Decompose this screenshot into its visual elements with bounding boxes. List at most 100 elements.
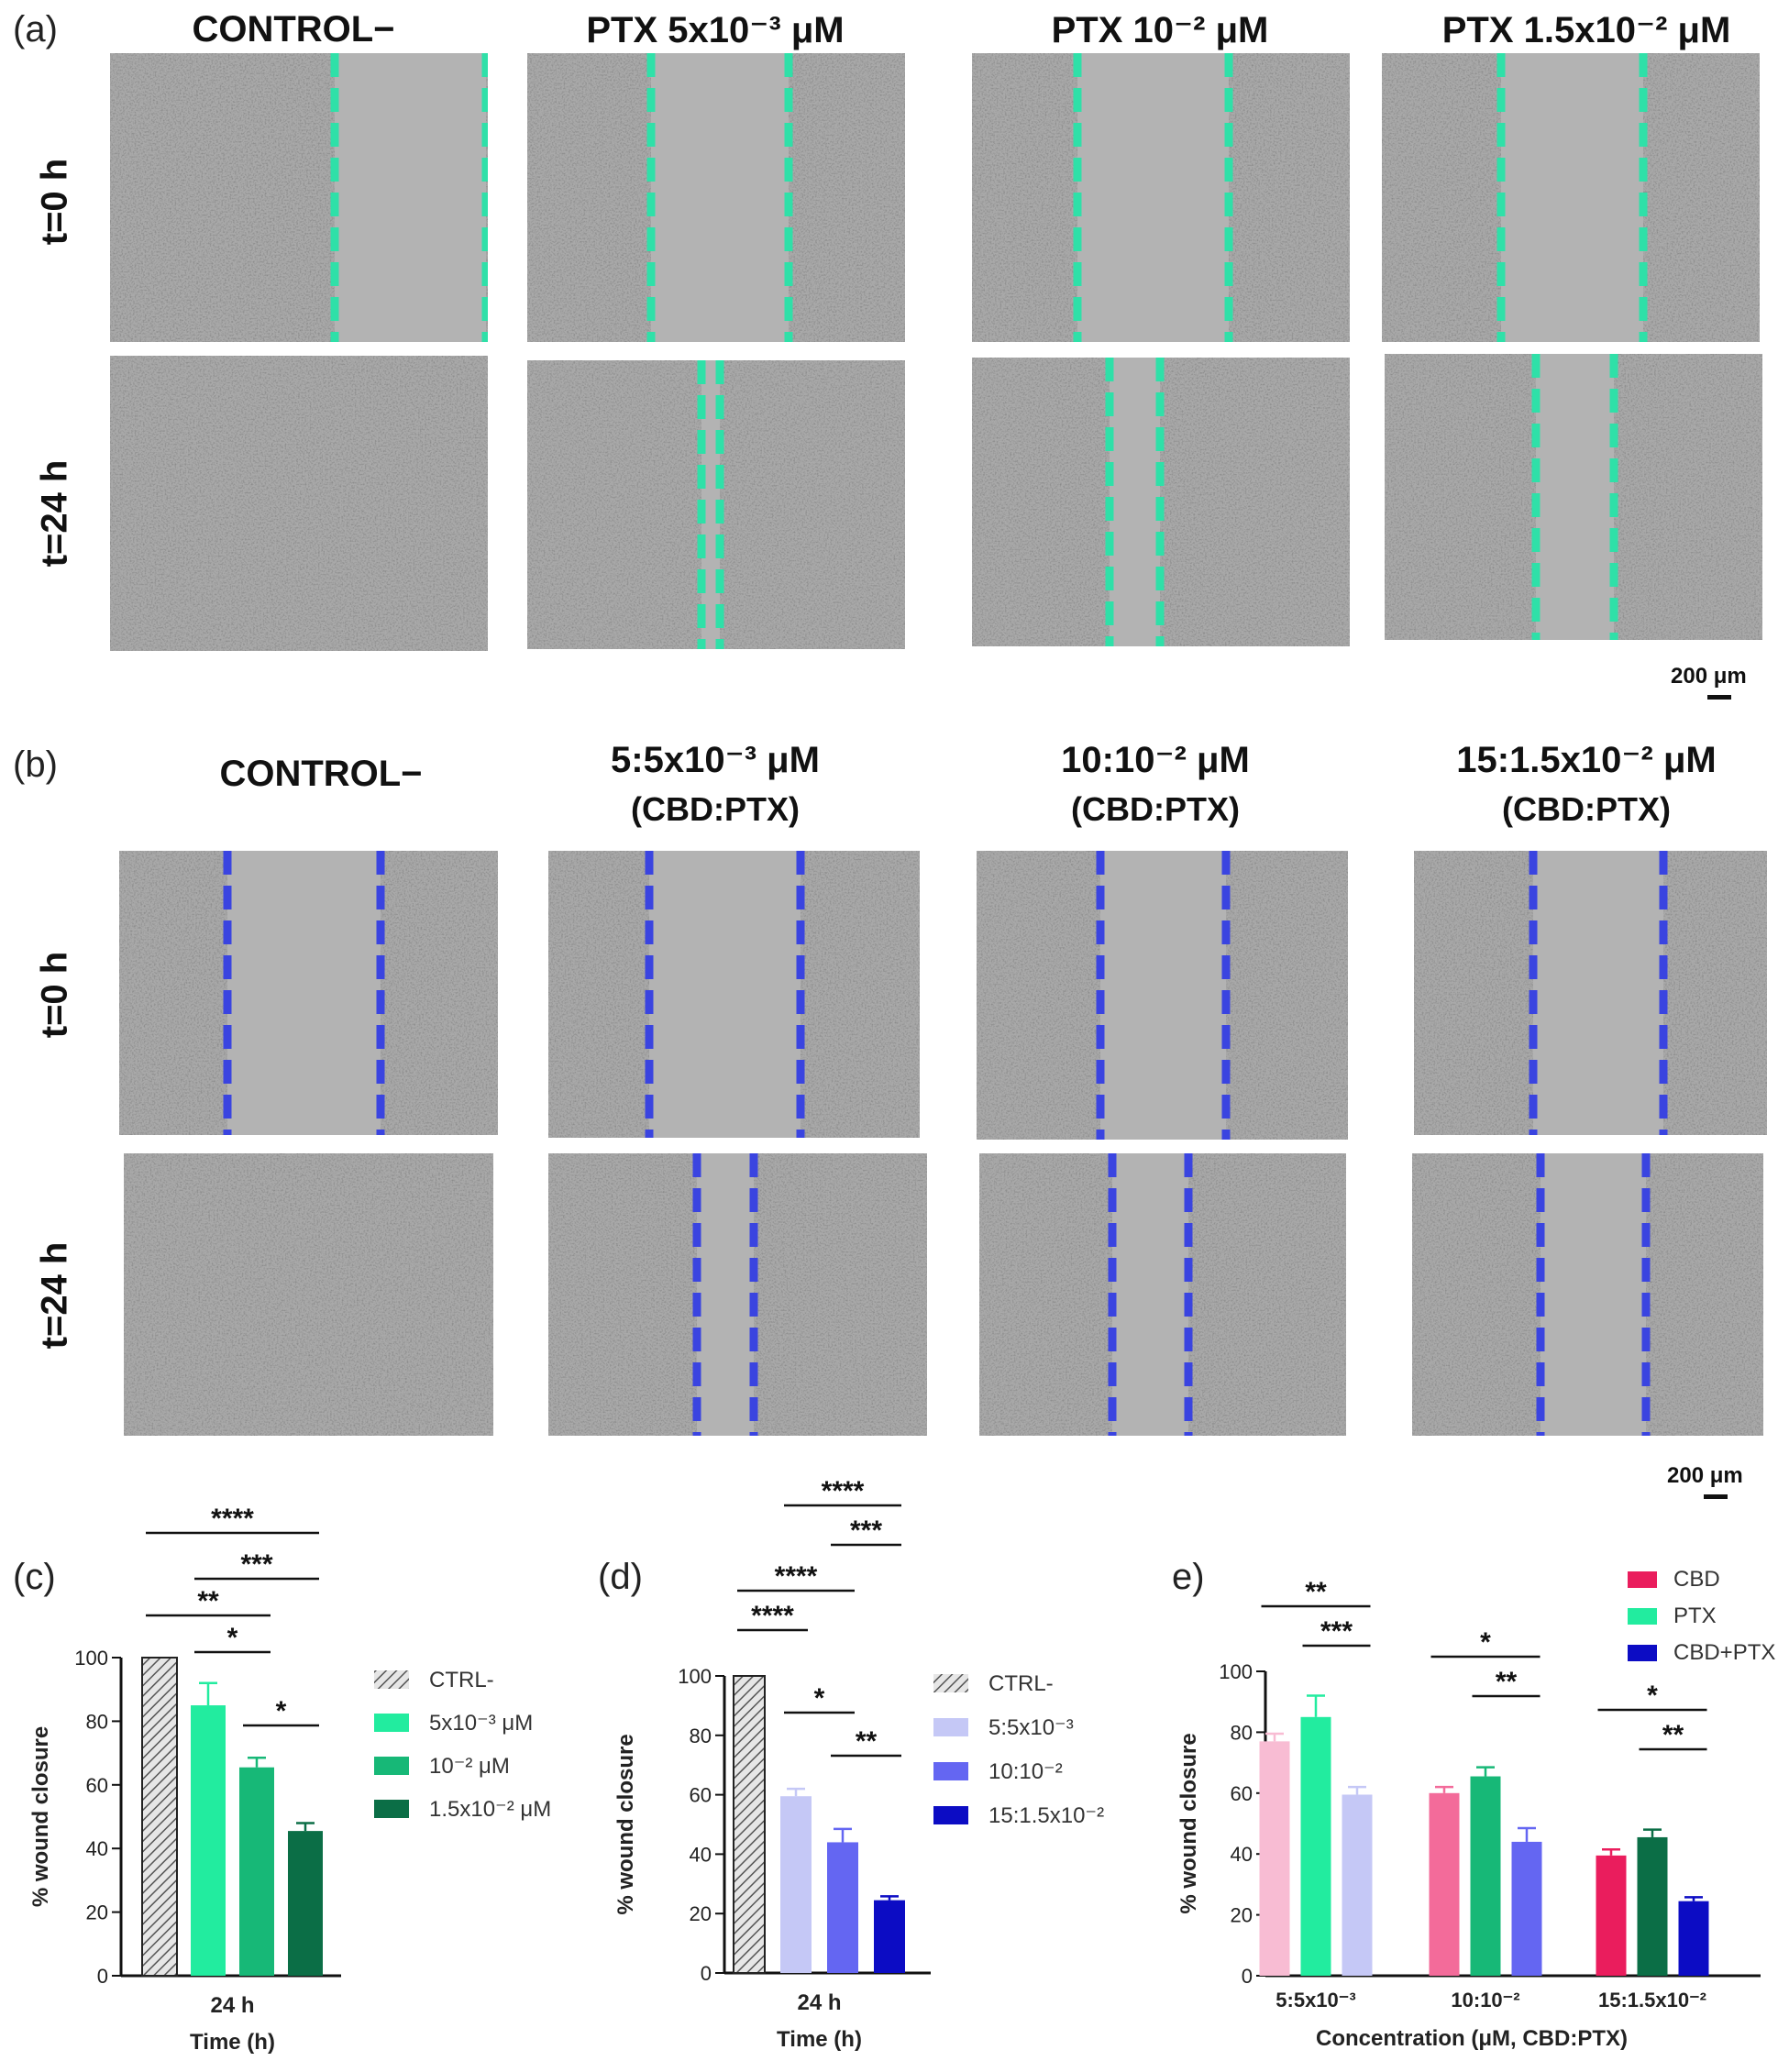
- chart-c-legend-swatch-0: [374, 1670, 409, 1689]
- y-tick-label: 20: [690, 1902, 712, 1925]
- chart-e-legend-label-1: PTX: [1673, 1604, 1717, 1628]
- chart-c-legend-swatch-1: [374, 1714, 409, 1732]
- micrograph-a-ptx-1.5e-2-0h: [1382, 53, 1760, 342]
- y-tick-label: 0: [1242, 1965, 1253, 1988]
- panel-b-scale-bar: [1704, 1494, 1728, 1499]
- chart-e-bar-1-0: [1429, 1792, 1460, 1976]
- chart-e-legend-swatch-2: [1628, 1645, 1657, 1661]
- chart-e-sig-2-1-sig-label: **: [1662, 1720, 1684, 1750]
- chart-c-bar-3: [288, 1831, 323, 1976]
- y-tick-label: 80: [690, 1725, 712, 1747]
- panel-a-scale-bar: [1707, 695, 1731, 700]
- panel-b-row-label-0h: t=0 h: [34, 951, 75, 1039]
- chart-e-legend-swatch-1: [1628, 1608, 1657, 1625]
- chart-e-sig-1-1-sig-label: **: [1496, 1667, 1518, 1697]
- chart-e-sig-1-0-sig-label: *: [1480, 1627, 1491, 1658]
- y-tick-label: 80: [1231, 1721, 1253, 1744]
- micrograph-a-control-24h: [110, 356, 488, 651]
- panel-c-letter: (c): [13, 1557, 56, 1597]
- panel-a-letter: (a): [13, 9, 58, 50]
- chart-c-bar-0: [141, 1657, 178, 1977]
- chart-e-xlabel: Concentration (μM, CBD:PTX): [1316, 2026, 1628, 2051]
- panel-a-col-title-ptx-5e-3: PTX 5x10⁻³ μM: [586, 10, 845, 50]
- chart-d-legend-swatch-0: [933, 1674, 968, 1692]
- chart-c-legend-label-1: 5x10⁻³ μM: [429, 1711, 533, 1736]
- panel-b-col-subtitle-5-5e-3: (CBD:PTX): [631, 790, 800, 828]
- chart-d-bar-0: [733, 1675, 766, 1974]
- chart-e-bar-2-0: [1596, 1855, 1627, 1976]
- scratch-gap: [649, 851, 801, 1138]
- chart-d-sig-4-sig-label: *: [814, 1683, 825, 1714]
- chart-c-bar-3-error: [296, 1822, 315, 1832]
- panel-a-scale-bar-label: 200 μm: [1671, 664, 1747, 689]
- panel-a-row-label-0h: t=0 h: [34, 158, 75, 246]
- micrograph-a-ptx-1.5e-2-24h: [1385, 354, 1762, 640]
- chart-c-bar-1-error: [199, 1681, 217, 1706]
- panel-b-scale-bar-label: 200 μm: [1667, 1463, 1743, 1488]
- chart-d-sig-2-sig-label: ****: [775, 1561, 818, 1592]
- chart-d-legend-label-3: 15:1.5x10⁻²: [988, 1803, 1104, 1828]
- chart-c-bar-1: [191, 1705, 226, 1976]
- micrograph-b-10-1e-2-0h: [977, 851, 1348, 1140]
- chart-e-bar-0-2-error: [1348, 1785, 1366, 1795]
- chart-c-sig-4-sig-label: *: [276, 1696, 287, 1726]
- y-tick-label: 20: [86, 1901, 108, 1924]
- y-tick-label: 0: [97, 1965, 108, 1988]
- chart-d-bar-3-error: [880, 1895, 899, 1901]
- micrograph-cell-texture: [124, 1153, 493, 1436]
- chart-e-sig-0-1-sig-label: ***: [1320, 1616, 1353, 1647]
- chart-c-sig-1-sig-label: ***: [240, 1549, 272, 1580]
- scratch-gap: [651, 53, 789, 342]
- chart-d-sig-0-sig-label: ****: [822, 1476, 865, 1506]
- y-tick-label: 100: [678, 1665, 712, 1688]
- chart-e-legend-label-0: CBD: [1673, 1567, 1720, 1592]
- chart-e-bar-2-1-error: [1643, 1828, 1662, 1837]
- chart-c-xlabel: Time (h): [190, 2030, 275, 2055]
- panel-b-row-label-24h: t=24 h: [34, 1241, 75, 1350]
- chart-c-legend-label-0: CTRL-: [429, 1668, 494, 1692]
- micrograph-a-control-0h: [110, 53, 488, 342]
- chart-d-bar-2: [827, 1842, 858, 1973]
- scratch-gap: [1541, 1153, 1646, 1436]
- chart-c-legend-label-2: 10⁻² μM: [429, 1754, 510, 1779]
- chart-d-bar-1-error: [787, 1787, 805, 1797]
- micrograph-b-control-24h: [124, 1153, 493, 1436]
- y-tick-label: 100: [1219, 1660, 1253, 1683]
- panel-d-letter: (d): [598, 1557, 643, 1597]
- scratch-gap: [1536, 354, 1614, 640]
- y-tick-label: 60: [86, 1774, 108, 1797]
- micrograph-b-5-5e-3-24h: [548, 1153, 927, 1436]
- chart-d-legend-swatch-3: [933, 1806, 968, 1824]
- chart-e: 0 20 40 60 80 100% wound closure 5:5x10⁻³ ** ***…: [1174, 1559, 1789, 2072]
- chart-d-sig-3-sig-label: ****: [751, 1601, 794, 1631]
- y-tick-label: 80: [86, 1710, 108, 1733]
- chart-e-bar-1-1-error: [1476, 1766, 1495, 1777]
- scratch-gap: [697, 1153, 754, 1436]
- scratch-gap: [1100, 851, 1226, 1140]
- chart-c-legend-swatch-2: [374, 1757, 409, 1775]
- micrograph-a-ptx-1e-2-0h: [972, 53, 1350, 342]
- chart-e-category-label-1: 10:10⁻²: [1451, 1989, 1519, 2011]
- chart-e-bar-2-0-error: [1602, 1847, 1620, 1856]
- panel-e-letter: e): [1172, 1557, 1205, 1597]
- chart-e-ylabel: % wound closure: [1176, 1733, 1201, 1913]
- micrograph-b-15-1.5e-2-24h: [1412, 1153, 1763, 1436]
- chart-e-bar-1-1: [1470, 1776, 1501, 1976]
- chart-d-legend-swatch-1: [933, 1718, 968, 1736]
- panel-b-col-subtitle-10-1e-2: (CBD:PTX): [1071, 790, 1240, 828]
- chart-d-bar-2-error: [834, 1827, 852, 1843]
- y-tick-label: 100: [74, 1647, 108, 1670]
- y-tick-label: 40: [86, 1837, 108, 1860]
- y-tick-label: 40: [1231, 1843, 1253, 1866]
- micrograph-b-10-1e-2-24h: [979, 1153, 1346, 1436]
- micrograph-b-5-5e-3-0h: [548, 851, 920, 1138]
- scratch-gap: [701, 360, 720, 649]
- chart-d-ylabel: % wound closure: [613, 1734, 638, 1914]
- chart-c-bar-2-error: [248, 1757, 266, 1768]
- panel-b-col-title-15-1.5e-2-text: 15:1.5x10⁻² μM: [1456, 740, 1717, 780]
- chart-e-bar-1-0-error: [1435, 1785, 1453, 1793]
- y-tick-label: 20: [1231, 1904, 1253, 1927]
- chart-d-legend-label-0: CTRL-: [988, 1671, 1054, 1696]
- chart-c-sig-0-sig-label: ****: [211, 1504, 254, 1534]
- chart-e-bar-1-2: [1511, 1841, 1542, 1976]
